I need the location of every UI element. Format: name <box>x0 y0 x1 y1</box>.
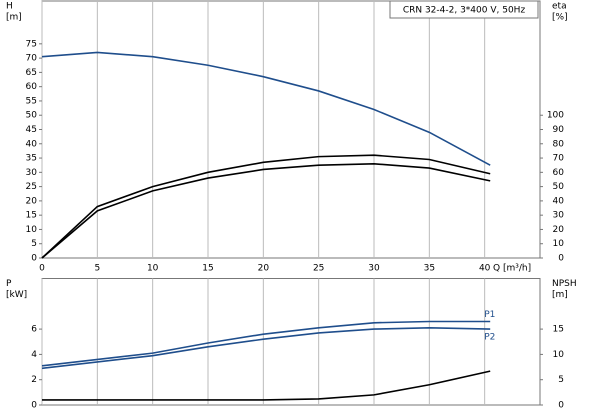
y-axis-label: [m] <box>6 13 22 23</box>
y-tick-label: 50 <box>26 111 38 121</box>
y-tick-label: 55 <box>26 96 37 106</box>
x-tick-label: 20 <box>258 264 270 274</box>
y2-tick-label: 40 <box>553 196 565 206</box>
y2-tick-label: 20 <box>553 225 565 235</box>
y-axis-label: H <box>6 2 13 12</box>
y-tick-label: 40 <box>26 139 38 149</box>
series-line <box>41 327 491 370</box>
y2-tick-label: 0 <box>558 401 564 411</box>
series-line <box>41 320 491 367</box>
y2-tick-label: 0 <box>558 254 564 264</box>
plot-frame <box>41 0 541 259</box>
y-tick-label: 45 <box>26 125 37 135</box>
y-axis-label: P <box>6 279 12 289</box>
y-tick-label: 0 <box>31 401 37 411</box>
y2-tick-label: 5 <box>558 375 564 385</box>
series-label: P2 <box>484 333 495 343</box>
y2-axis-label: NPSH <box>552 279 577 289</box>
y2-tick-label: 50 <box>553 182 565 192</box>
series-line <box>41 154 491 259</box>
y-tick-label: 70 <box>26 54 38 64</box>
y2-axis-label: eta <box>552 2 567 12</box>
x-tick-label: 25 <box>313 264 324 274</box>
y2-tick-label: 30 <box>553 211 565 221</box>
y-tick-label: 2 <box>31 375 37 385</box>
y-tick-label: 65 <box>26 68 37 78</box>
y2-tick-label: 80 <box>553 139 565 149</box>
y-tick-label: 30 <box>26 168 38 178</box>
y-tick-label: 6 <box>31 325 37 335</box>
y-tick-label: 0 <box>31 254 37 264</box>
x-tick-label: 0 <box>39 264 45 274</box>
x-axis-label: Q [m³/h] <box>493 264 531 274</box>
y-tick-label: 15 <box>26 211 37 221</box>
title-box <box>389 0 539 19</box>
series-label: P1 <box>484 310 495 320</box>
y-tick-label: 60 <box>26 82 38 92</box>
y-tick-label: 25 <box>26 182 37 192</box>
y2-tick-label: 10 <box>553 350 565 360</box>
series-line <box>42 370 491 401</box>
x-tick-label: 15 <box>202 264 213 274</box>
y2-tick-label: 10 <box>553 239 565 249</box>
y2-axis-label: [%] <box>552 13 568 23</box>
y-tick-label: 5 <box>31 239 37 249</box>
y2-tick-label: 100 <box>547 111 564 121</box>
x-tick-label: 5 <box>94 264 100 274</box>
y-tick-label: 75 <box>26 39 37 49</box>
y2-axis-label: [m] <box>552 290 568 300</box>
y2-tick-label: 70 <box>553 154 565 164</box>
x-tick-label: 35 <box>424 264 435 274</box>
x-tick-label: 10 <box>147 264 159 274</box>
chart-title: CRN 32-4-2, 3*400 V, 50Hz <box>403 6 526 16</box>
series-line <box>41 162 491 259</box>
y-tick-label: 20 <box>26 196 38 206</box>
y2-tick-label: 60 <box>553 168 565 178</box>
y-axis-label: [kW] <box>6 290 27 300</box>
y2-tick-label: 90 <box>553 125 565 135</box>
y-tick-label: 10 <box>26 225 38 235</box>
y2-tick-label: 15 <box>553 325 564 335</box>
y-tick-label: 4 <box>31 350 37 360</box>
x-tick-label: 40 <box>479 264 491 274</box>
plot-frame <box>41 278 541 406</box>
series-line <box>41 51 491 166</box>
y-tick-label: 35 <box>26 154 37 164</box>
x-tick-label: 30 <box>368 264 380 274</box>
